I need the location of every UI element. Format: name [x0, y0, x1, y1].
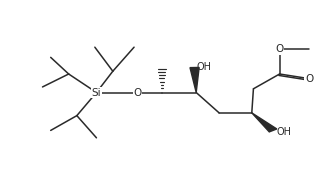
Polygon shape: [252, 113, 277, 132]
Polygon shape: [190, 67, 199, 92]
Text: O: O: [275, 44, 284, 54]
Text: OH: OH: [276, 127, 291, 137]
Text: OH: OH: [196, 62, 211, 72]
Text: O: O: [133, 88, 142, 97]
Text: Si: Si: [92, 88, 101, 97]
Text: O: O: [305, 74, 313, 84]
